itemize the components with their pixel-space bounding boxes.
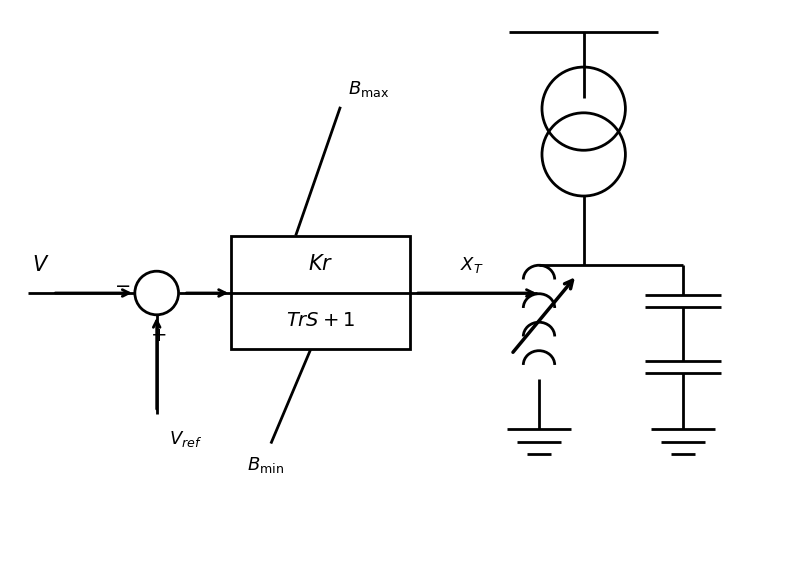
Text: $+$: $+$ — [150, 326, 167, 345]
Text: $Kr$: $Kr$ — [308, 254, 333, 274]
Text: $TrS+1$: $TrS+1$ — [286, 312, 355, 330]
Text: $V$: $V$ — [32, 255, 49, 275]
Text: $X_T$: $X_T$ — [460, 255, 483, 275]
Text: $B_{\rm max}$: $B_{\rm max}$ — [348, 79, 390, 99]
Text: $V_{ref}$: $V_{ref}$ — [169, 429, 202, 449]
Text: $B_{\rm min}$: $B_{\rm min}$ — [247, 456, 285, 476]
Bar — [231, 236, 410, 349]
Text: $-$: $-$ — [114, 276, 130, 294]
